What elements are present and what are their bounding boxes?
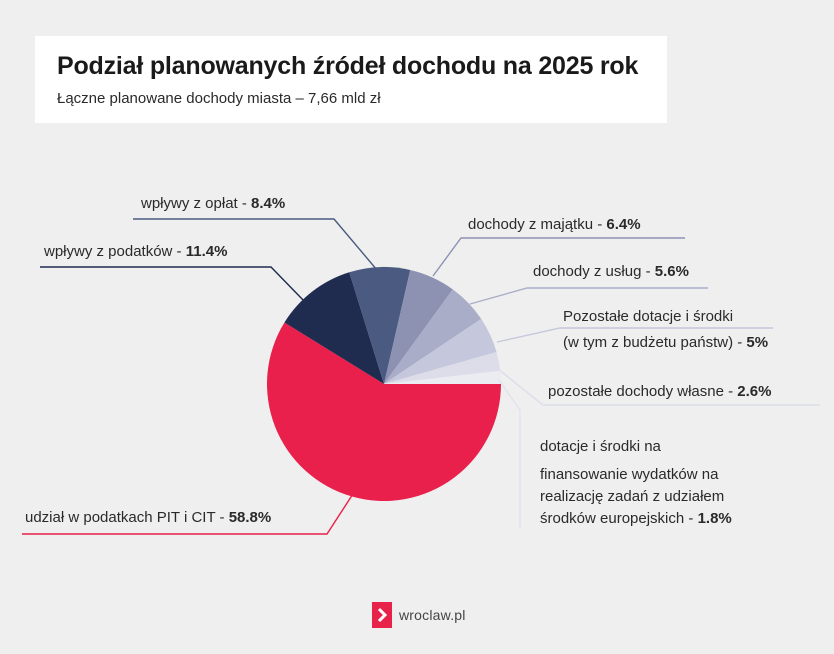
pie-slice-wlasne [384,352,501,384]
leader-line-oplaty [133,218,378,271]
label-podatki: wpływy z podatków - 11.4% [44,242,227,262]
pie-slice-podatki [284,272,384,384]
leader-line-majatek [432,237,685,277]
chart-subtitle: Łączne planowane dochody miasta – 7,66 m… [57,90,381,107]
chevron-right-icon [372,602,392,628]
label-wlasne-value: 2.6% [737,383,772,400]
leader-line-eu [498,379,521,528]
label-majatek: dochody z majątku - 6.4% [468,215,641,235]
label-majatek-text: dochody z majątku - [468,216,607,233]
label-dotacje-value: 5% [746,334,769,351]
label-eu-text: środków europejskich - [540,510,698,527]
label-eu-line3: realizację zadań z udziałem [540,488,725,505]
label-eu-line2: finansowanie wydatków na [540,466,719,483]
label-uslugi-text: dochody z usług - [533,263,655,280]
leader-line-pit-cit [22,479,363,535]
label-dotacje-line1: Pozostałe dotacje i środki [563,308,734,325]
pie-slice-pit-cit [267,322,501,501]
title-box: Podział planowanych źródeł dochodu na 20… [35,36,667,123]
chart-title: Podział planowanych źródeł dochodu na 20… [57,52,639,80]
label-dotacje-line2: (w tym z budżetu państw) - 5% [563,333,768,353]
leader-line-podatki [40,266,306,303]
label-uslugi: dochody z usług - 5.6% [533,262,689,282]
label-oplaty-value: 8.4% [251,195,286,212]
label-pit-cit-value: 58.8% [228,509,272,526]
pie-slice-eu [384,370,501,384]
label-podatki-text: wpływy z podatków - [44,243,186,260]
label-wlasne-text: pozostałe dochody własne - [548,383,738,400]
pie-slice-oplaty [349,266,411,384]
leader-line-wlasne [497,368,820,406]
pie-slice-uslugi [384,289,482,384]
label-eu-line1: dotacje i środki na [540,438,661,455]
logo-text: wroclaw.pl [399,607,466,623]
label-pit-cit-text: udział w podatkach PIT i CIT - [25,509,229,526]
label-wlasne: pozostałe dochody własne - 2.6% [548,382,771,402]
leader-line-dotacje [496,327,773,343]
label-majatek-value: 6.4% [606,216,641,233]
label-oplaty: wpływy z opłat - 8.4% [141,194,285,214]
label-eu-value: 1.8% [697,510,732,527]
label-podatki-value: 11.4% [185,243,228,260]
label-uslugi-value: 5.6% [654,263,689,280]
label-dotacje-text: (w tym z budżetu państw) - [563,334,747,351]
footer-logo[interactable]: wroclaw.pl [372,602,466,628]
pie-slice-majatek [384,269,453,384]
label-eu-line4: środków europejskich - 1.8% [540,509,732,529]
leader-line-uslugi [469,287,708,305]
label-pit-cit: udział w podatkach PIT i CIT - 58.8% [25,508,271,528]
label-oplaty-text: wpływy z opłat - [141,195,252,212]
pie-slice-dotacje [384,318,497,384]
